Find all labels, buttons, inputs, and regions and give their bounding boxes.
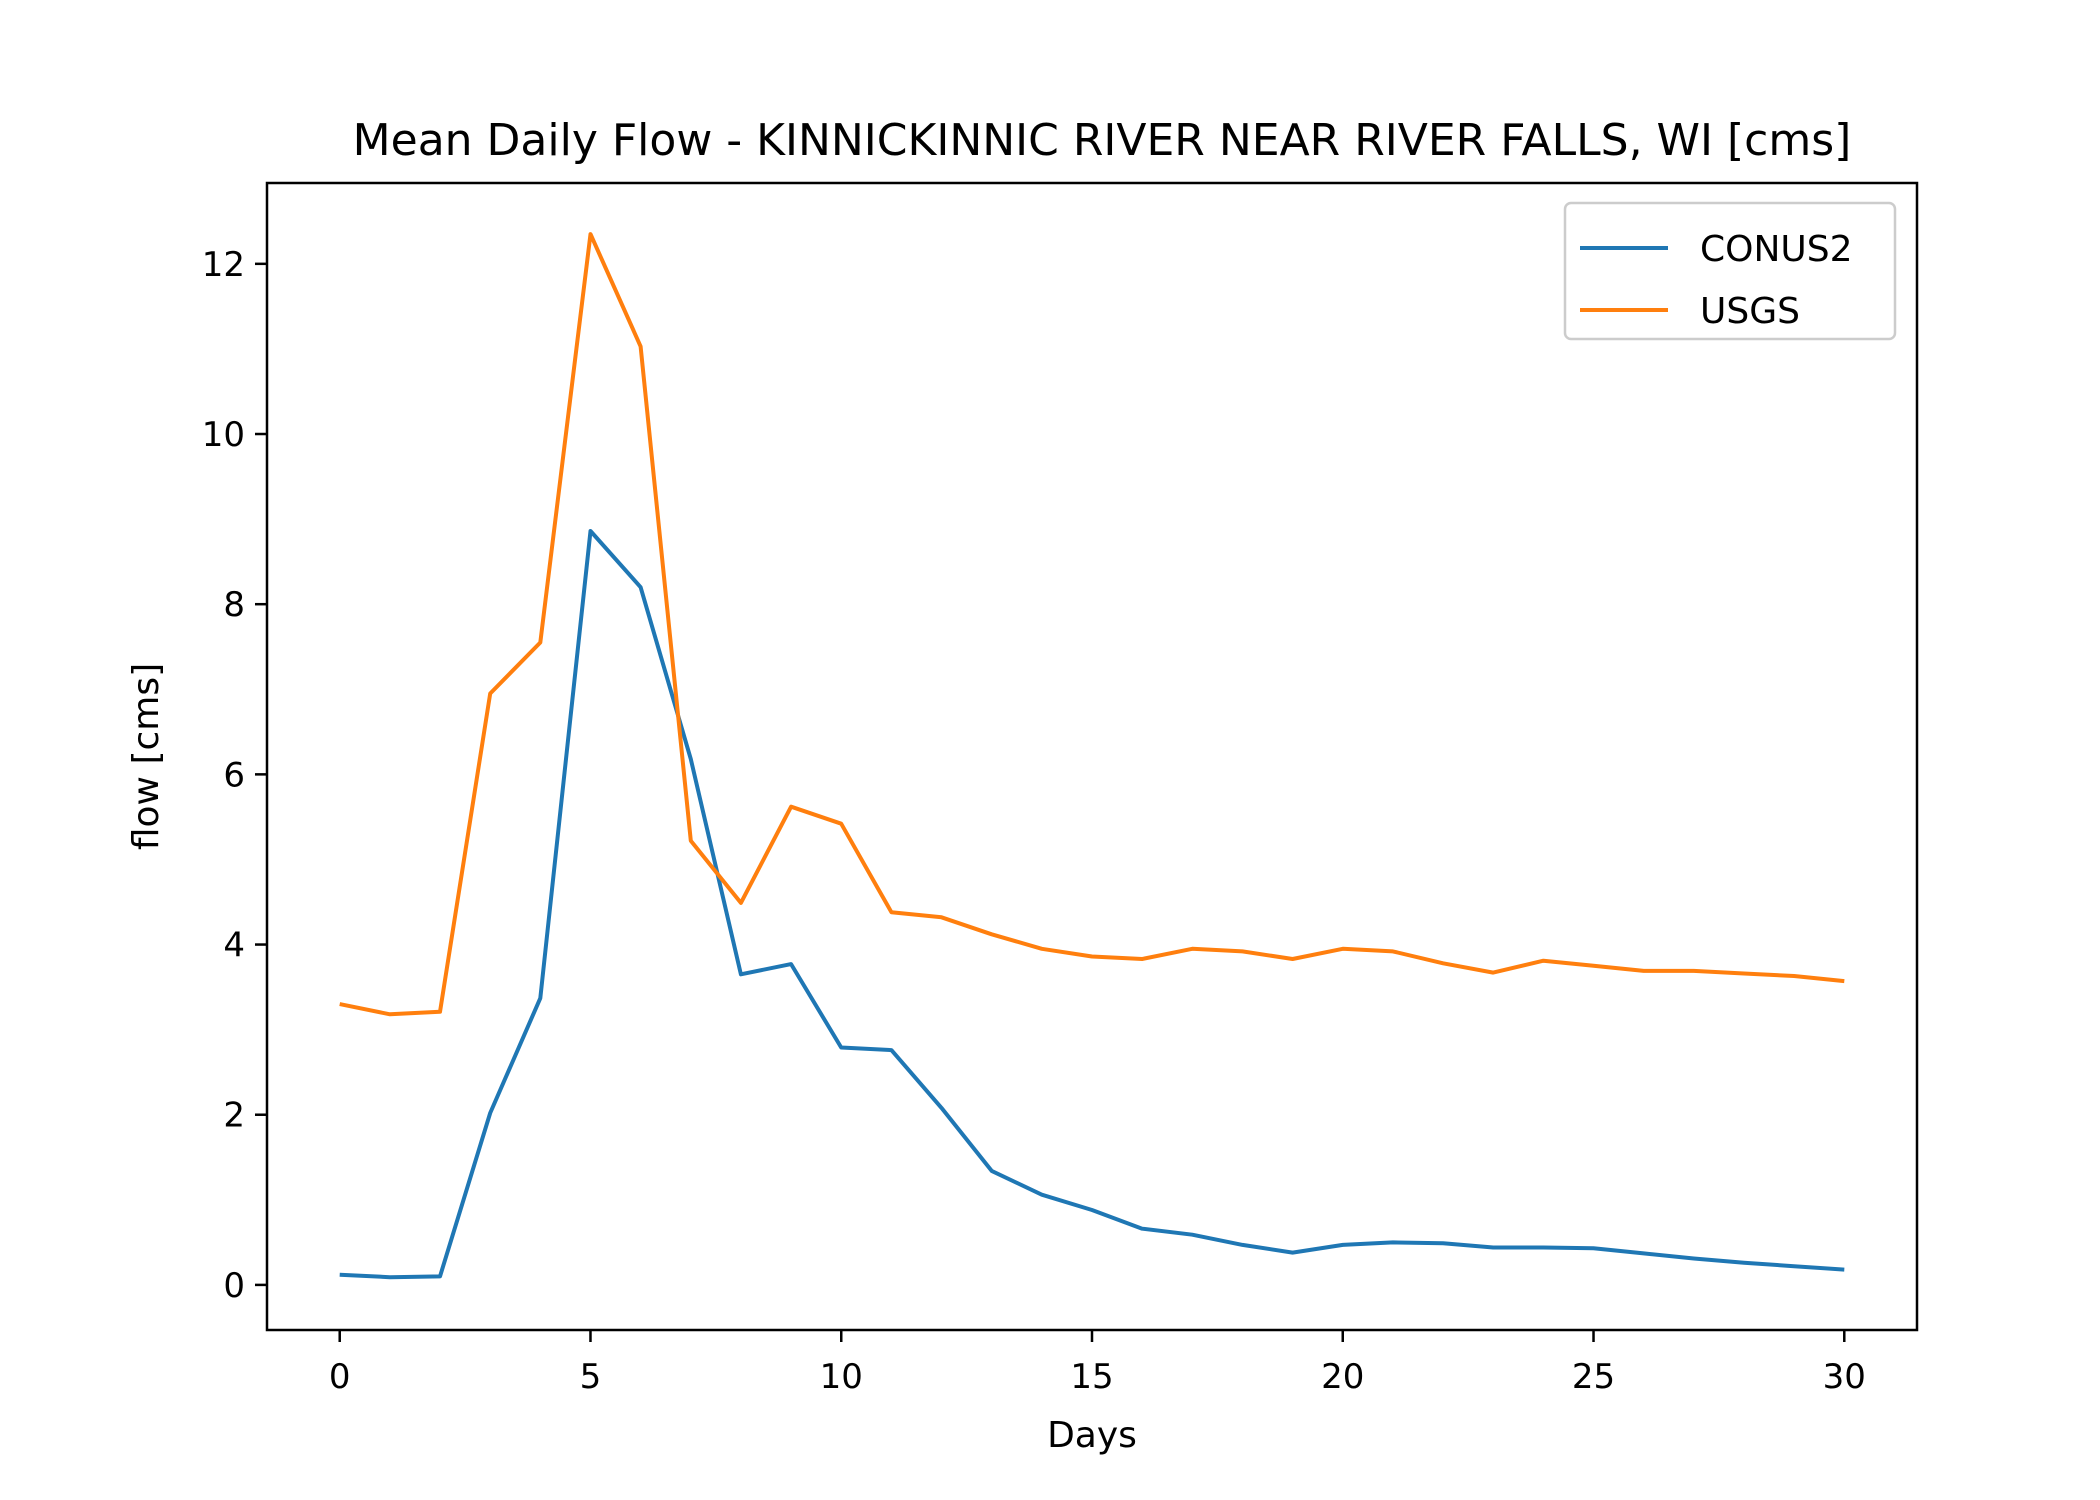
x-tick-label: 15 xyxy=(1070,1357,1113,1397)
legend: CONUS2 USGS xyxy=(1563,201,1897,341)
legend-box xyxy=(1563,201,1897,341)
chart-title: Mean Daily Flow - KINNICKINNIC RIVER NEA… xyxy=(353,115,1852,166)
x-tick-label: 25 xyxy=(1572,1357,1615,1397)
y-axis-label: flow [cms] xyxy=(126,663,167,850)
y-tick-label: 4 xyxy=(223,926,245,966)
y-tick-label: 2 xyxy=(223,1096,245,1136)
y-tick-label: 6 xyxy=(223,755,245,795)
x-axis-label: Days xyxy=(1047,1415,1137,1456)
x-tick-label: 0 xyxy=(329,1357,351,1397)
y-tick-label: 8 xyxy=(223,585,245,625)
x-tick-label: 5 xyxy=(580,1357,602,1397)
x-tick-label: 20 xyxy=(1321,1357,1364,1397)
y-tick-label: 12 xyxy=(202,245,245,285)
y-tick-label: 10 xyxy=(202,415,245,455)
plot-frame xyxy=(265,181,1919,1332)
series-line-conus2 xyxy=(339,529,1845,1280)
legend-label-usgs: USGS xyxy=(1700,291,1800,332)
series-lines xyxy=(339,232,1845,1280)
x-tick-label: 10 xyxy=(820,1357,863,1397)
series-line-usgs xyxy=(339,232,1845,1017)
x-tick-label: 30 xyxy=(1823,1357,1866,1397)
y-axis: 0 2 4 6 8 10 12 xyxy=(202,245,267,1306)
y-tick-label: 0 xyxy=(223,1266,245,1306)
legend-label-conus2: CONUS2 xyxy=(1700,229,1853,270)
x-axis: 0 5 10 15 20 25 30 xyxy=(329,1330,1866,1397)
